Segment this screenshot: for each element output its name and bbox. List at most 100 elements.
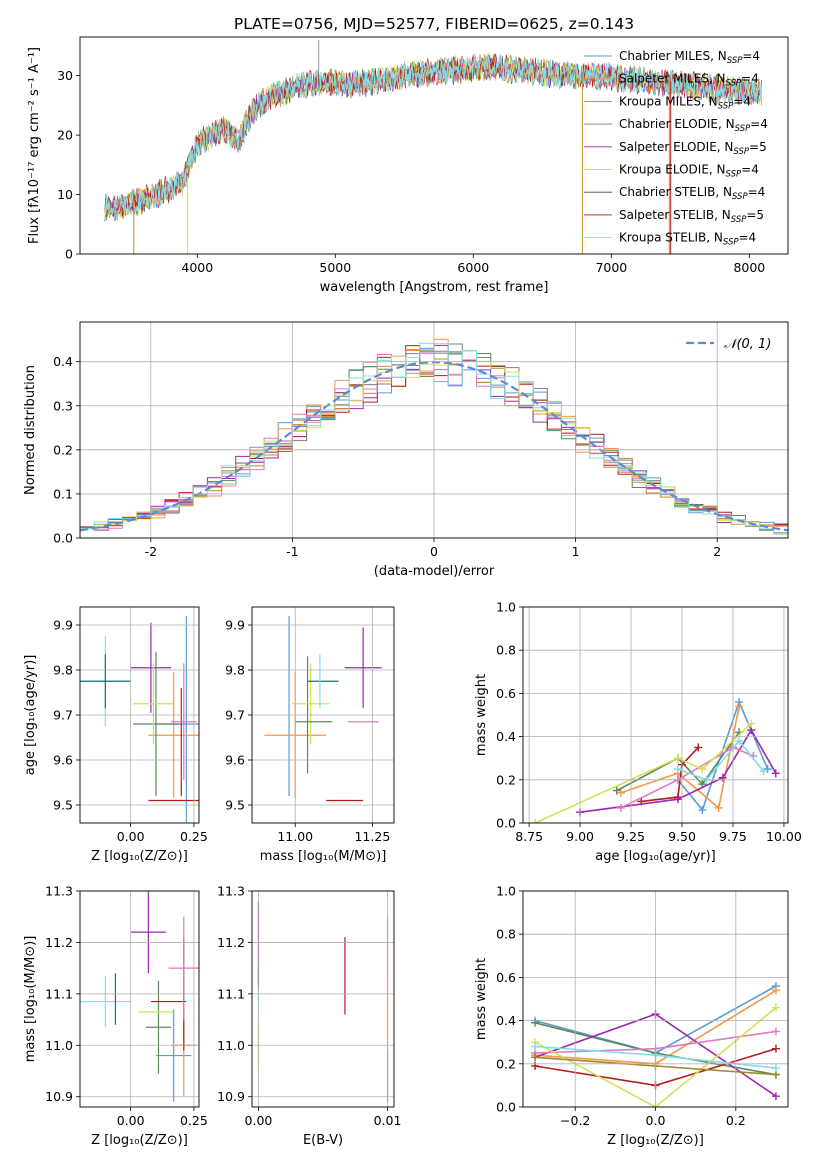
y-tick-label: 30 <box>57 68 73 83</box>
errorbar-point <box>292 663 330 745</box>
legend-entry: Salpeter ELODIE, NSSP=5 <box>619 140 767 157</box>
errorbar-point <box>148 672 199 799</box>
axes-age-vs-mass: 11.00 11.25 9.5 9.6 9.7 9.8 9.9 mass [log₁₀(M/M… <box>225 606 395 864</box>
x-tick-label: 7000 <box>595 260 627 275</box>
weight-series <box>531 719 756 823</box>
errorbar-point <box>130 891 167 974</box>
axes-frame <box>522 606 789 824</box>
weight-marker <box>714 803 723 812</box>
x-tick-label: 0.25 <box>180 829 208 844</box>
y-tick-label: 11.3 <box>45 884 73 899</box>
plot-area-age-vs-mass <box>264 616 382 802</box>
y-tick-label: 0.8 <box>496 643 516 658</box>
axes-spectrum: 4000 5000 6000 7000 8000 0 10 20 30 wavelength [A… <box>27 36 789 295</box>
y-tick-label: 0.0 <box>53 531 73 546</box>
weight-marker <box>763 765 772 773</box>
axes-frame <box>251 606 395 824</box>
y-tick-label: 0.2 <box>496 1056 516 1071</box>
weight-series <box>673 736 768 784</box>
x-tick-label: 0.0 <box>646 1113 666 1128</box>
errorbar-point <box>133 663 174 745</box>
y-tick-label: 11.0 <box>45 1038 73 1053</box>
y-tick-label: 20 <box>57 128 73 143</box>
x-axis-label: E(B-V) <box>303 1133 343 1148</box>
y-tick-label: 0.4 <box>53 354 73 369</box>
x-tick-label: 0.00 <box>245 1113 273 1128</box>
x-tick-label: 4000 <box>181 260 213 275</box>
legend-entry: Chabrier MILES, NSSP=4 <box>619 49 760 66</box>
plot-area-spectrum <box>104 39 762 254</box>
y-tick-label: 9.8 <box>225 663 245 678</box>
x-tick-label: 10.00 <box>766 829 802 844</box>
weight-marker <box>531 1061 540 1070</box>
x-tick-label: 0.01 <box>374 1113 402 1128</box>
weight-marker <box>771 1044 780 1053</box>
y-tick-label: 10.9 <box>45 1089 73 1104</box>
y-tick-label: 0.2 <box>53 442 73 457</box>
axes-frame <box>522 890 789 1108</box>
axes-frame <box>79 321 789 539</box>
y-axis-label: age [log₁₀(age/yr)] <box>23 655 38 776</box>
axes-residuals: -2 -1 0 1 2 0.0 0.1 0.2 0.3 0.4 (data-model)/error… <box>23 321 789 579</box>
weight-marker <box>735 702 744 711</box>
x-tick-label: −0.2 <box>560 1113 590 1128</box>
figure-title: PLATE=0756, MJD=52577, FIBERID=0625, z=0… <box>234 15 634 33</box>
x-tick-label: 11.25 <box>354 829 390 844</box>
weight-line <box>620 706 740 810</box>
axes-weight-vs-Z: −0.2 0.0 0.2 0.0 0.2 0.4 0.6 0.8 1.0 Z [log₁₀(Z/Z… <box>474 884 789 1148</box>
x-tick-label: 9.25 <box>617 829 645 844</box>
axes-frame <box>79 36 789 255</box>
weight-marker <box>771 1092 780 1101</box>
weight-marker <box>771 1003 780 1012</box>
y-tick-label: 9.6 <box>225 753 245 768</box>
weight-marker <box>616 788 625 797</box>
y-tick-label: 11.2 <box>45 935 73 950</box>
x-tick-label: 0.00 <box>117 1113 145 1128</box>
weight-marker <box>531 819 540 823</box>
errorbar-point <box>80 975 131 1028</box>
x-tick-label: 0.2 <box>726 1113 746 1128</box>
weight-marker <box>694 743 703 752</box>
y-axis-label: Flux [fλ10⁻¹⁷ erg cm⁻² s⁻¹ A⁻¹] <box>27 47 42 244</box>
x-tick-label: 0.00 <box>117 829 145 844</box>
x-tick-label: 8000 <box>733 260 765 275</box>
y-tick-label: 9.9 <box>53 618 73 633</box>
axes-mass-vs-Z: 0.00 0.25 10.9 11.0 11.1 11.2 11.3 Z [log₁₀(Z/Z… <box>23 884 208 1149</box>
errorbar-point <box>344 627 382 709</box>
y-axis-label: mass weight <box>474 674 489 756</box>
legend-entry: Chabrier ELODIE, NSSP=4 <box>619 117 768 134</box>
weight-marker <box>673 754 682 763</box>
y-axis-label: Normed distribution <box>23 365 38 495</box>
errorbar-point <box>130 622 172 713</box>
y-tick-label: 10.9 <box>217 1089 245 1104</box>
x-tick-label: 2 <box>713 544 721 559</box>
x-tick-label: -2 <box>145 544 157 559</box>
axes-age-vs-Z: 0.00 0.25 9.5 9.6 9.7 9.8 9.9 Z [log₁₀(Z/Z⊙)] ag… <box>23 606 208 864</box>
weight-marker <box>771 986 780 995</box>
y-axis-label: mass weight <box>474 958 489 1040</box>
weight-line <box>616 731 740 792</box>
y-tick-label: 9.5 <box>53 798 73 813</box>
weight-marker <box>747 719 756 728</box>
legend: Chabrier MILES, NSSP=4 Salpeter MILES, NS… <box>584 49 768 248</box>
weight-marker <box>759 767 768 776</box>
legend-entry: Kroupa STELIB, NSSP=4 <box>619 231 756 248</box>
y-tick-label: 9.7 <box>225 708 245 723</box>
plot-area-mass-vs-ebv <box>257 901 389 1102</box>
x-tick-label: 0.25 <box>180 1113 208 1128</box>
weight-marker <box>771 1064 780 1073</box>
weight-marker <box>531 1042 540 1051</box>
x-tick-label: 5000 <box>319 260 351 275</box>
y-tick-label: 0.3 <box>53 398 73 413</box>
weight-marker <box>612 786 621 795</box>
weight-line <box>534 723 752 823</box>
x-tick-label: 8.75 <box>515 829 543 844</box>
legend-entry: Salpeter MILES, NSSP=4 <box>619 72 759 89</box>
axes-frame <box>251 890 395 1108</box>
y-tick-label: 11.0 <box>217 1038 245 1053</box>
weight-marker <box>673 795 682 804</box>
y-tick-label: 9.8 <box>53 663 73 678</box>
y-axis-label: mass [log₁₀(M/M⊙)] <box>23 936 38 1063</box>
weight-marker <box>735 736 744 745</box>
x-tick-label: 0 <box>430 544 438 559</box>
